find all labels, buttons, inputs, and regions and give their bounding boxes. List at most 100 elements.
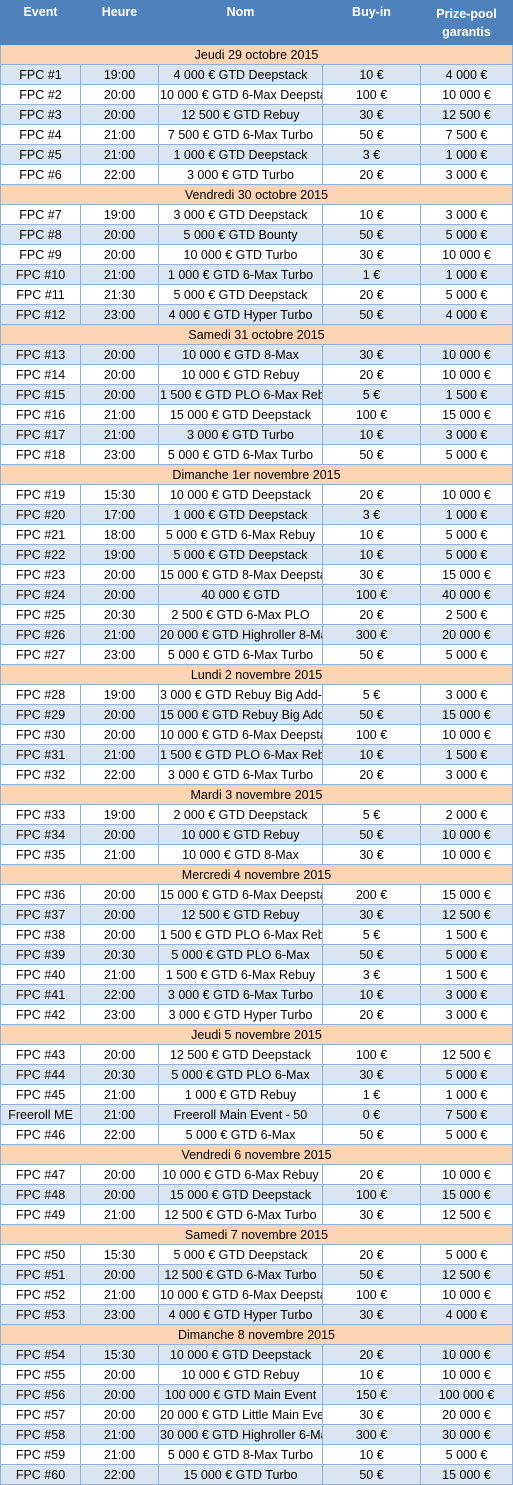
event-prize-pool: 10 000 € [420,1344,513,1365]
event-id: FPC #47 [0,1164,81,1185]
event-buy-in: 10 € [322,544,421,565]
event-time: 20:00 [80,1184,159,1205]
table-row: FPC #56 20:00 100 000 € GTD Main Event 150 … [0,1384,513,1405]
event-buy-in: 100 € [322,584,421,605]
event-id: FPC #17 [0,424,81,445]
event-name: 5 000 € GTD Bounty [158,224,323,245]
event-id: FPC #56 [0,1384,81,1405]
event-id: FPC #35 [0,844,81,865]
event-id: FPC #15 [0,384,81,405]
table-row: FPC #8 20:00 5 000 € GTD Bounty 50 €5 000 € [0,224,513,245]
event-prize-pool: 3 000 € [420,684,513,705]
table-row: FPC #60 22:00 15 000 € GTD Turbo 50 €15 000… [0,1464,513,1485]
event-time: 20:00 [80,344,159,365]
event-name: 5 000 € GTD PLO 6-Max [158,1064,323,1085]
table-row: FPC #39 20:30 5 000 € GTD PLO 6-Max 50 €5 0… [0,944,513,965]
header-prize-pool: Prize-pool garantis [420,0,513,45]
event-name: 15 000 € GTD Turbo [158,1464,323,1485]
event-name: 5 000 € GTD 6-Max Turbo [158,644,323,665]
event-time: 20:00 [80,704,159,725]
event-id: FPC #46 [0,1124,81,1145]
event-prize-pool: 5 000 € [420,644,513,665]
table-row: FPC #11 21:30 5 000 € GTD Deepstack 20 €5 0… [0,284,513,305]
event-buy-in: 30 € [322,1064,421,1085]
event-buy-in: 100 € [322,84,421,105]
event-buy-in: 100 € [322,724,421,745]
table-row: FPC #3 20:00 12 500 € GTD Rebuy 30 €12 500 … [0,104,513,125]
event-prize-pool: 12 500 € [420,1264,513,1285]
event-id: FPC #31 [0,744,81,765]
event-name: 4 000 € GTD Hyper Turbo [158,1304,323,1325]
event-buy-in: 50 € [322,704,421,725]
event-prize-pool: 5 000 € [420,284,513,305]
day-row: Samedi 31 octobre 2015 [0,324,513,345]
event-id: FPC #10 [0,264,81,285]
event-id: FPC #52 [0,1284,81,1305]
event-prize-pool: 5 000 € [420,544,513,565]
event-prize-pool: 20 000 € [420,624,513,645]
event-name: 4 000 € GTD Hyper Turbo [158,304,323,325]
event-name: 12 500 € GTD Deepstack [158,1044,323,1065]
event-prize-pool: 15 000 € [420,404,513,425]
event-name: 1 000 € GTD Deepstack [158,144,323,165]
day-label: Lundi 2 novembre 2015 [0,664,513,685]
event-prize-pool: 5 000 € [420,524,513,545]
table-row: FPC #54 15:30 10 000 € GTD Deepstack 20 €10… [0,1344,513,1365]
event-buy-in: 30 € [322,1204,421,1225]
event-prize-pool: 1 500 € [420,384,513,405]
event-buy-in: 300 € [322,624,421,645]
event-id: FPC #58 [0,1424,81,1445]
event-name: 15 000 € GTD 8-Max Deepstack [158,564,323,585]
table-row: FPC #10 21:00 1 000 € GTD 6-Max Turbo 1 €1 … [0,264,513,285]
event-time: 21:00 [80,264,159,285]
event-buy-in: 100 € [322,1044,421,1065]
event-time: 20:30 [80,944,159,965]
event-name: 12 500 € GTD Rebuy [158,904,323,925]
event-buy-in: 20 € [322,1004,421,1025]
table-row: FPC #13 20:00 10 000 € GTD 8-Max 30 €10 000… [0,344,513,365]
event-name: 15 000 € GTD Deepstack [158,404,323,425]
event-name: 1 500 € GTD PLO 6-Max Rebuy [158,384,323,405]
table-row: FPC #12 23:00 4 000 € GTD Hyper Turbo 50 €4… [0,304,513,325]
table-row: FPC #16 21:00 15 000 € GTD Deepstack 100 €1… [0,404,513,425]
day-label: Jeudi 29 octobre 2015 [0,44,513,65]
event-buy-in: 10 € [322,424,421,445]
event-buy-in: 50 € [322,1264,421,1285]
event-name: 10 000 € GTD Deepstack [158,1344,323,1365]
event-id: FPC #2 [0,84,81,105]
table-row: FPC #26 21:00 20 000 € GTD Highroller 8-Ma… [0,624,513,645]
event-id: FPC #29 [0,704,81,725]
event-id: FPC #41 [0,984,81,1005]
event-prize-pool: 1 500 € [420,964,513,985]
event-id: FPC #12 [0,304,81,325]
table-row: FPC #42 23:00 3 000 € GTD Hyper Turbo 20 €3… [0,1004,513,1025]
event-buy-in: 1 € [322,264,421,285]
event-time: 22:00 [80,764,159,785]
event-time: 20:00 [80,904,159,925]
event-id: FPC #42 [0,1004,81,1025]
day-row: Lundi 2 novembre 2015 [0,664,513,685]
event-time: 22:00 [80,1124,159,1145]
event-id: FPC #5 [0,144,81,165]
event-prize-pool: 10 000 € [420,364,513,385]
event-buy-in: 3 € [322,504,421,525]
event-name: 3 000 € GTD Deepstack [158,204,323,225]
event-name: 1 000 € GTD Deepstack [158,504,323,525]
event-time: 20:00 [80,564,159,585]
event-time: 20:00 [80,584,159,605]
event-buy-in: 20 € [322,164,421,185]
event-buy-in: 10 € [322,1364,421,1385]
event-prize-pool: 5 000 € [420,944,513,965]
event-prize-pool: 2 500 € [420,604,513,625]
event-prize-pool: 5 000 € [420,1064,513,1085]
event-name: 12 500 € GTD Rebuy [158,104,323,125]
event-buy-in: 50 € [322,944,421,965]
table-row: FPC #51 20:00 12 500 € GTD 6-Max Turbo 50 €… [0,1264,513,1285]
day-row: Mercredi 4 novembre 2015 [0,864,513,885]
event-buy-in: 100 € [322,404,421,425]
event-buy-in: 10 € [322,984,421,1005]
event-time: 20:00 [80,244,159,265]
event-buy-in: 10 € [322,744,421,765]
table-row: FPC #52 21:00 10 000 € GTD 6-Max Deepstack… [0,1284,513,1305]
event-time: 20:00 [80,1404,159,1425]
